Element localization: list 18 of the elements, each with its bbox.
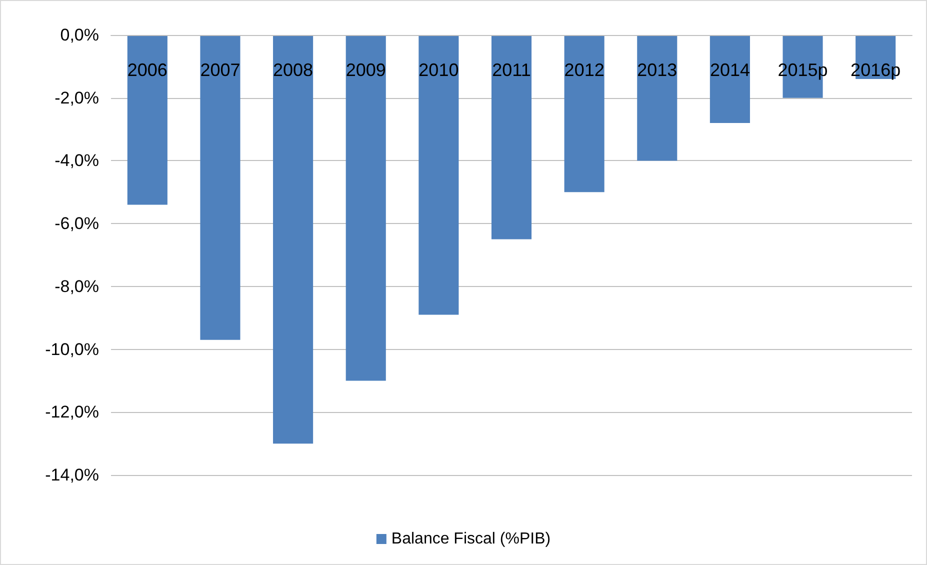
y-tick-label: -8,0% <box>54 276 99 296</box>
x-tick-label: 2008 <box>273 60 314 80</box>
y-tick-label: -4,0% <box>54 151 99 170</box>
x-tick-label: 2012 <box>564 60 604 80</box>
x-tick-label: 2011 <box>492 60 531 80</box>
x-tick-label: 2014 <box>710 60 750 80</box>
y-tick-label: 0,0% <box>60 26 99 44</box>
y-tick-label: -2,0% <box>54 88 99 108</box>
y-tick-label: -10,0% <box>45 340 99 359</box>
x-tick-label: 2006 <box>127 60 168 80</box>
x-tick-label: 2009 <box>346 60 386 80</box>
y-tick-label: -6,0% <box>54 214 99 234</box>
legend-label: Balance Fiscal (%PIB) <box>391 530 551 548</box>
x-tick-label: 2007 <box>200 60 240 80</box>
y-tick-label: -12,0% <box>45 402 99 422</box>
y-tick-label: -14,0% <box>45 466 99 484</box>
x-tick-label: 2013 <box>637 60 678 80</box>
x-tick-label: 2010 <box>418 60 459 80</box>
